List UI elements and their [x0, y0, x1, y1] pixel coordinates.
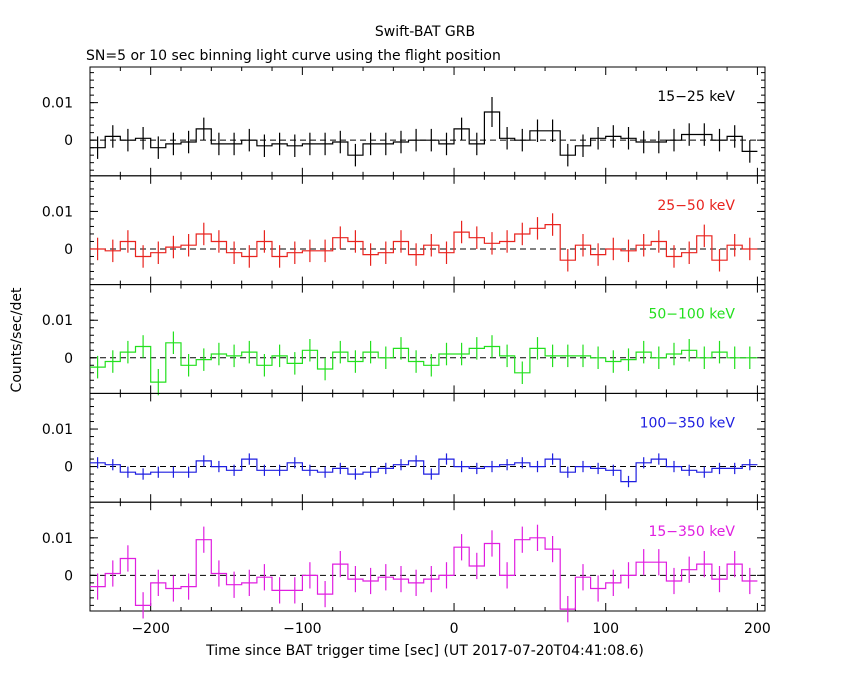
band-label: 25−50 keV	[657, 198, 735, 214]
series-step-line	[90, 342, 758, 383]
x-tick-label: −200	[131, 621, 169, 637]
x-tick-label: 0	[450, 621, 459, 637]
band-label: 50−100 keV	[648, 307, 735, 323]
panel-3: 0 0.01 100−350 keV	[42, 392, 766, 503]
y-tick-label: 0.01	[42, 204, 73, 220]
panel-0: 0 0.01 15−25 keV	[42, 66, 766, 177]
band-label: 100−350 keV	[640, 415, 736, 431]
series-step-line	[90, 224, 758, 261]
y-tick-label: 0.01	[42, 531, 73, 547]
x-tick-label: 200	[744, 621, 771, 637]
panel-frame	[89, 501, 766, 612]
chart-title: Swift-BAT GRB	[375, 24, 475, 40]
series-step-line	[90, 111, 758, 156]
y-tick-label: 0	[64, 133, 73, 149]
series-step-line	[90, 537, 758, 610]
chart-subtitle: SN=5 or 10 sec binning light curve using…	[86, 48, 501, 64]
x-tick-label: −100	[283, 621, 321, 637]
x-tick-labels: −200 −100 0 100 200	[131, 621, 770, 637]
y-tick-label: 0.01	[42, 313, 73, 329]
y-tick-label: 0	[64, 351, 73, 367]
y-tick-label: 0	[64, 568, 73, 584]
x-tick-label: 100	[592, 621, 619, 637]
panel-2: 0 0.01 50−100 keV	[42, 284, 766, 396]
x-axis-label: Time since BAT trigger time [sec] (UT 20…	[205, 643, 644, 659]
y-tick-label: 0.01	[42, 422, 73, 438]
band-label: 15−25 keV	[657, 89, 735, 105]
y-axis-label: Counts/sec/det	[9, 287, 25, 392]
panels-group: 0 0.01 15−25 keV 0 0.01 25−50 keV 0 0.01 50−100 …	[42, 66, 766, 623]
panel-4: 0 0.01 15−350 keV	[42, 501, 766, 623]
y-tick-label: 0	[64, 460, 73, 476]
panel-1: 0 0.01 25−50 keV	[42, 175, 766, 286]
y-tick-label: 0.01	[42, 96, 73, 112]
band-label: 15−350 keV	[648, 524, 735, 540]
y-tick-label: 0	[64, 242, 73, 258]
